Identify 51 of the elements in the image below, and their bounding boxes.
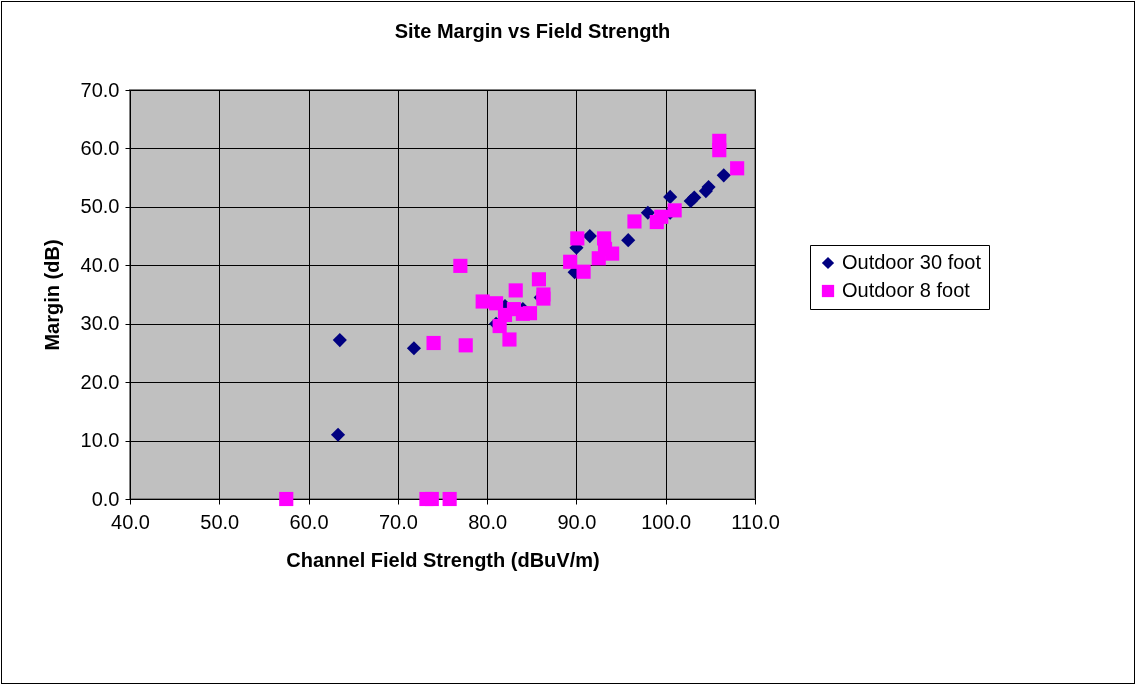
point	[627, 214, 642, 229]
point	[576, 264, 591, 279]
y-tick-label: 70.0	[80, 78, 120, 101]
x-tick-label: 40.0	[111, 510, 150, 533]
point	[522, 306, 538, 321]
y-tick-label: 30.0	[80, 312, 120, 335]
x-axis-title: Channel Field Strength (dBuV/m)	[286, 548, 600, 571]
x-tick-label: 80.0	[468, 510, 508, 533]
point	[667, 203, 682, 218]
point	[531, 272, 546, 287]
point	[663, 189, 678, 204]
point	[730, 161, 745, 176]
chart-title: Site Margin vs Field Strength	[394, 20, 671, 42]
x-tick-label: 90.0	[557, 510, 597, 533]
point	[453, 258, 468, 273]
point	[716, 168, 731, 183]
point	[582, 229, 597, 244]
point	[570, 231, 585, 246]
point	[508, 283, 523, 298]
point	[640, 205, 655, 220]
legend-label: Outdoor 30 foot	[842, 251, 982, 273]
point	[712, 143, 727, 158]
y-tick-label: 60.0	[80, 136, 120, 159]
point	[424, 491, 439, 507]
point	[502, 332, 517, 347]
point	[687, 190, 702, 205]
point	[654, 209, 669, 224]
point	[426, 335, 441, 351]
point	[475, 294, 490, 309]
y-tick-label: 10.0	[80, 429, 120, 452]
point	[605, 246, 620, 261]
y-tick-label: 40.0	[80, 253, 120, 276]
point	[406, 341, 421, 356]
x-tick-label: 110.0	[731, 510, 780, 533]
legend-label: Outdoor 8 foot	[842, 279, 971, 301]
x-tick-label: 60.0	[289, 510, 329, 533]
x-tick-label: 70.0	[378, 510, 418, 533]
x-tick-label: 50.0	[200, 510, 240, 533]
y-tick-label: 0.0	[91, 487, 120, 510]
point	[442, 491, 457, 507]
point	[621, 233, 636, 248]
x-tick-label: 100.0	[641, 510, 692, 533]
y-tick-label: 20.0	[80, 370, 120, 393]
point	[279, 491, 294, 507]
y-axis-title: Margin (dB)	[40, 239, 63, 351]
point	[332, 333, 347, 348]
point	[489, 296, 504, 311]
point	[330, 427, 346, 442]
point	[458, 338, 473, 353]
point	[563, 254, 578, 269]
y-tick-label: 50.0	[80, 195, 120, 218]
